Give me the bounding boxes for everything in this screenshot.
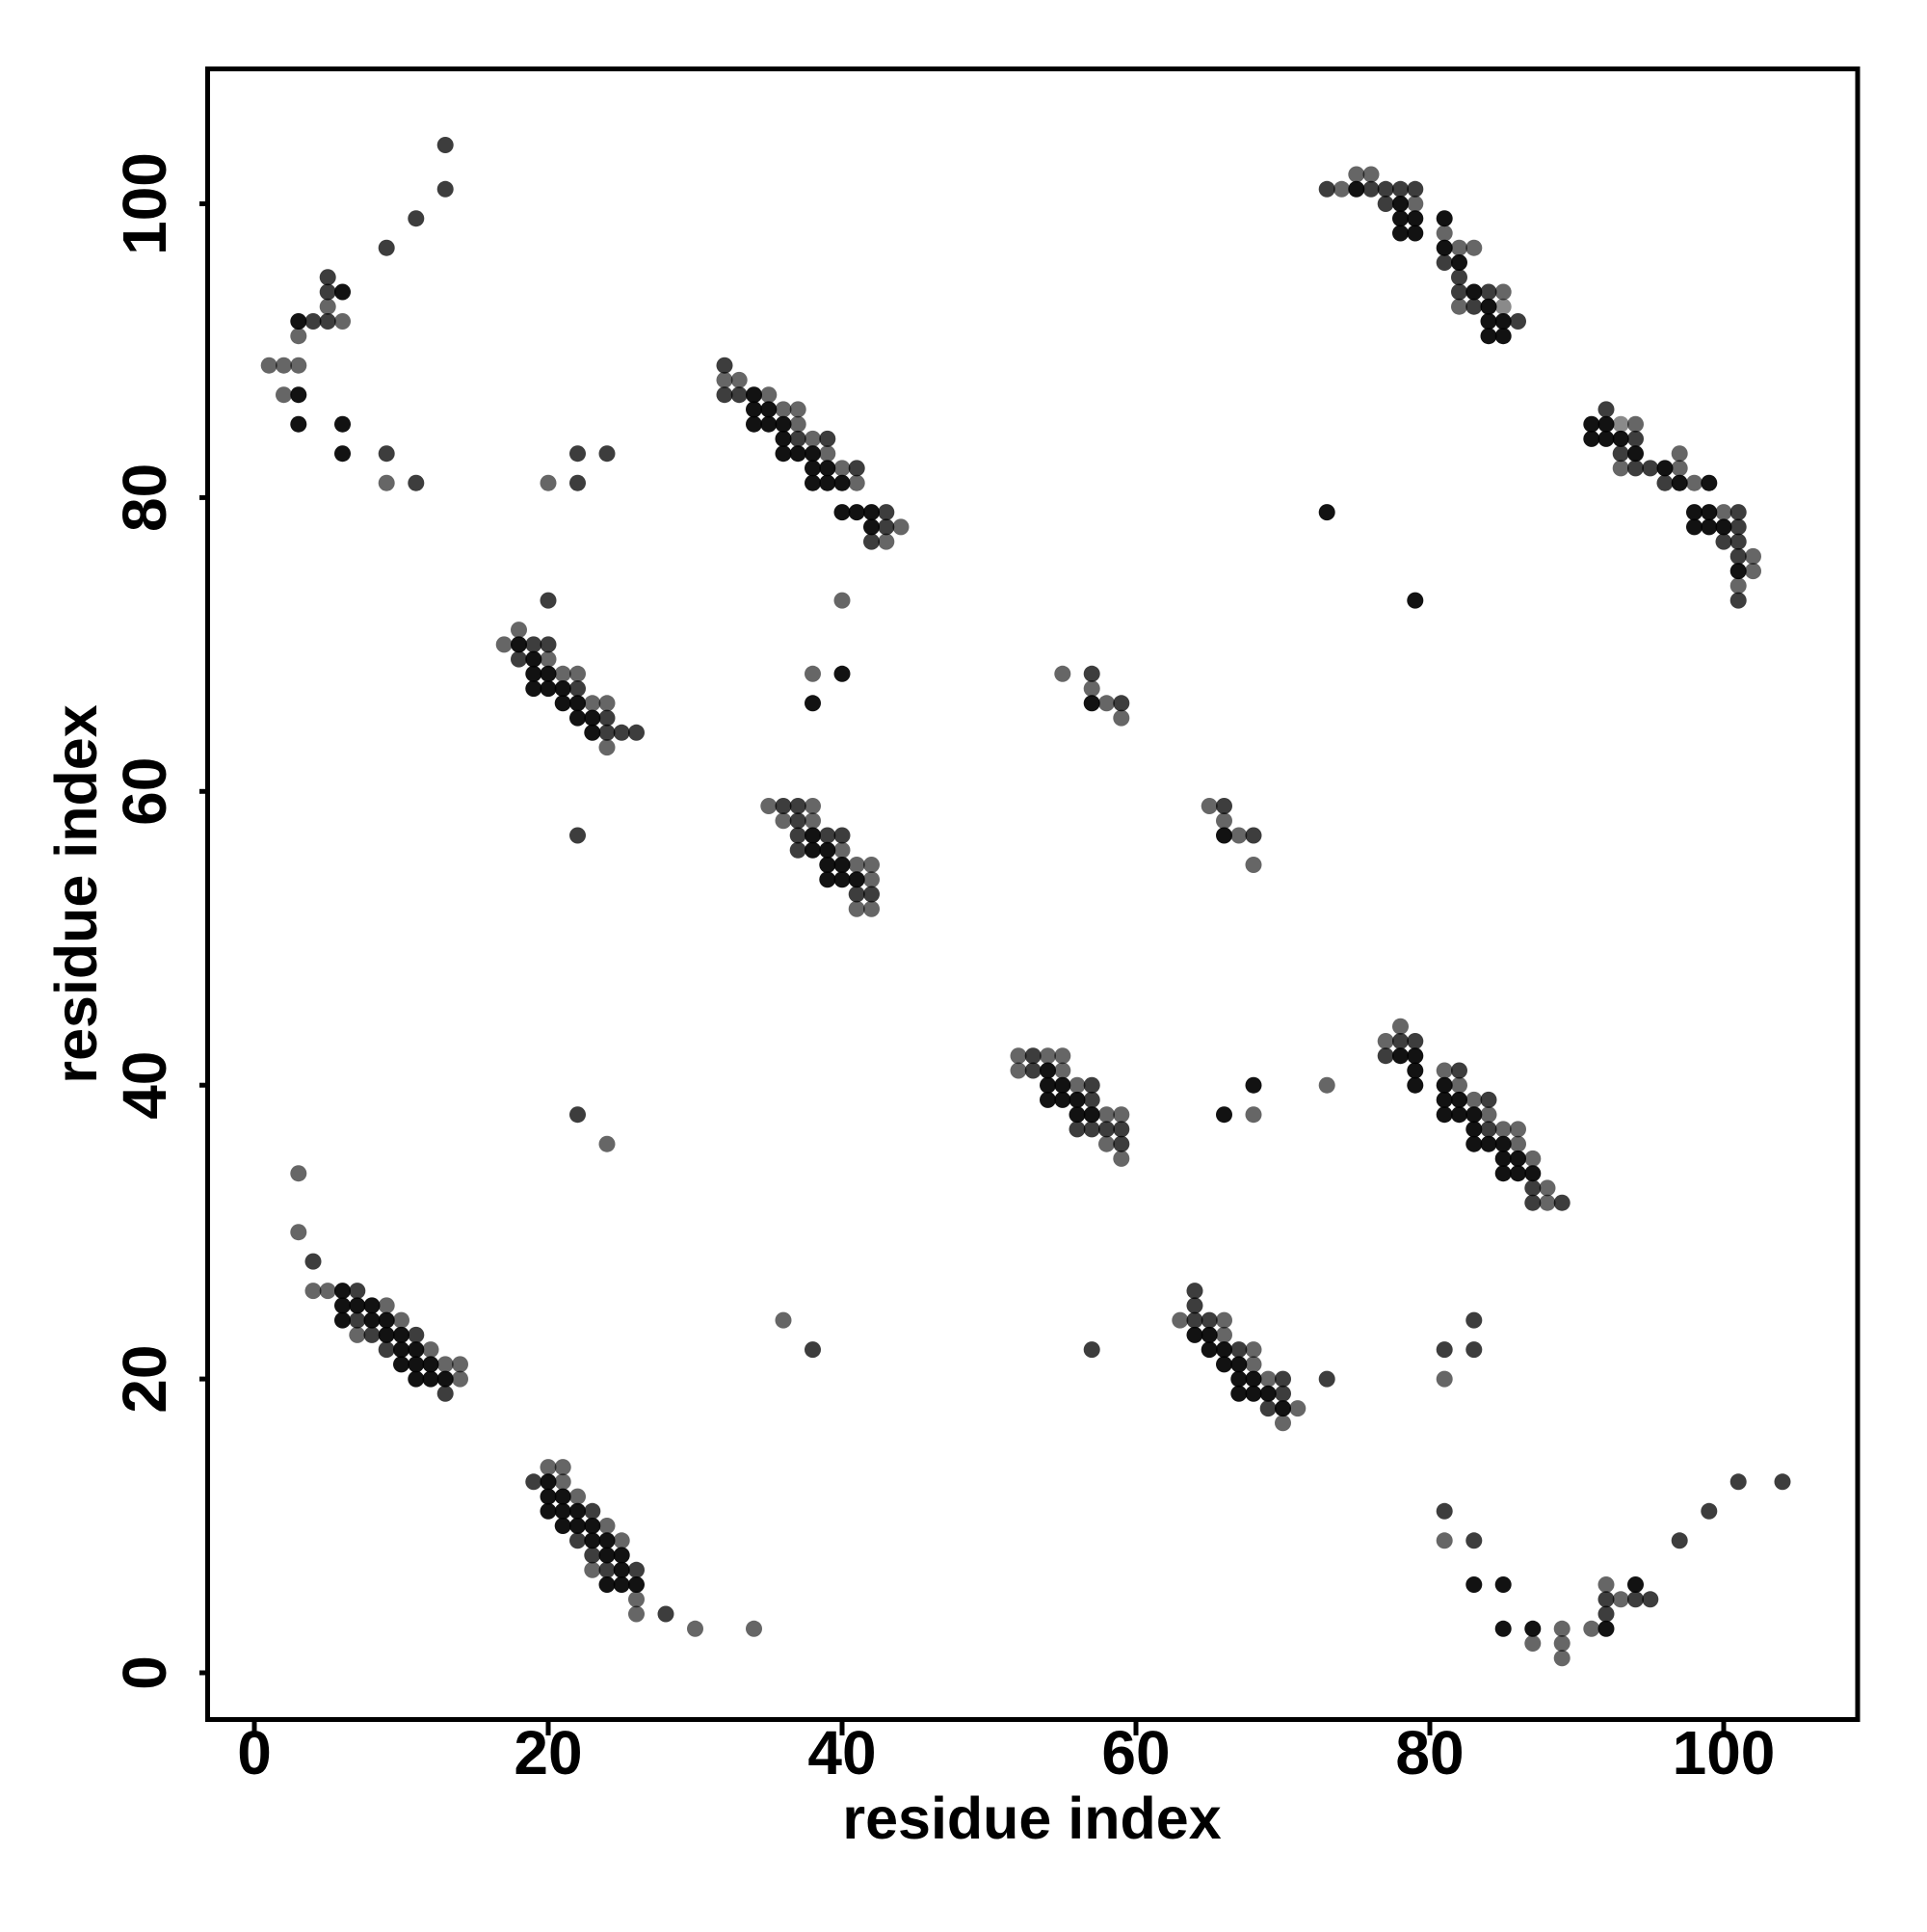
svg-text:40: 40 <box>110 1051 179 1120</box>
svg-text:0: 0 <box>110 1655 179 1690</box>
svg-text:residue index: residue index <box>43 704 109 1083</box>
svg-text:80: 80 <box>110 463 179 532</box>
svg-text:60: 60 <box>110 757 179 826</box>
svg-text:residue index: residue index <box>842 1786 1221 1851</box>
svg-text:60: 60 <box>1101 1718 1170 1787</box>
svg-text:20: 20 <box>110 1345 179 1414</box>
svg-text:100: 100 <box>1673 1718 1776 1787</box>
svg-text:40: 40 <box>807 1718 876 1787</box>
svg-text:0: 0 <box>237 1718 272 1787</box>
svg-text:80: 80 <box>1395 1718 1464 1787</box>
svg-text:20: 20 <box>514 1718 582 1787</box>
svg-text:100: 100 <box>110 152 179 255</box>
